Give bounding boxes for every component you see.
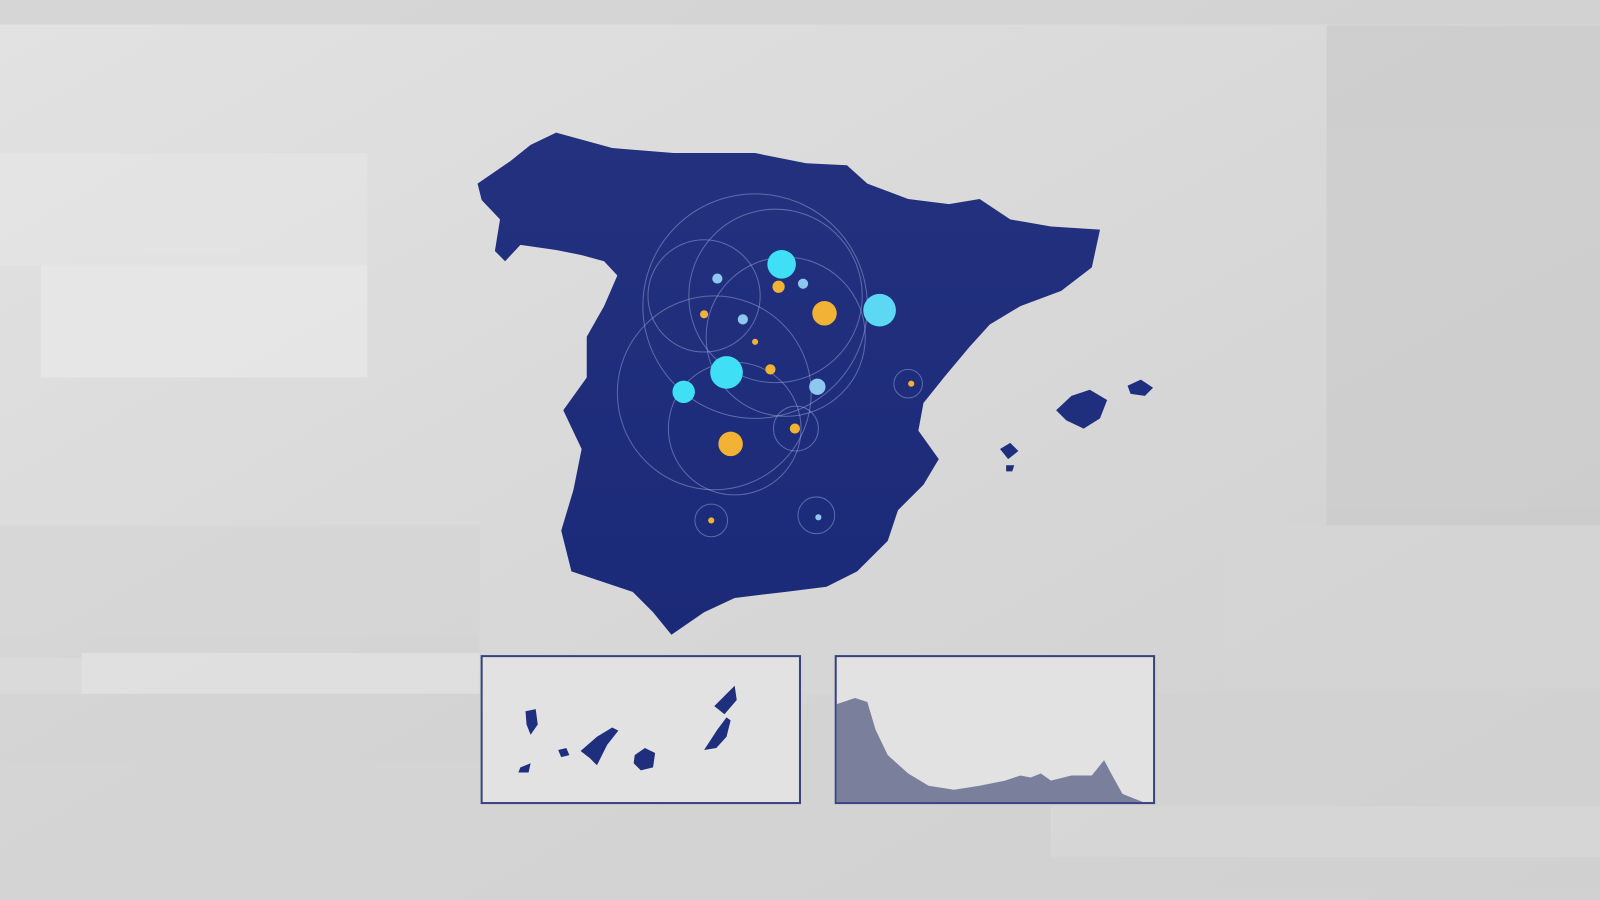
canary-islands-inset (480, 655, 802, 805)
map-markers (672, 250, 915, 524)
marker-orange (708, 517, 715, 524)
marker-light-blue (809, 378, 826, 395)
ceuta-melilla-inset (834, 655, 1156, 805)
marker-light-blue (797, 278, 809, 289)
marker-orange (765, 364, 776, 375)
marker-orange (908, 380, 915, 387)
marker-light-blue (737, 314, 748, 325)
marker-cyan (863, 293, 896, 327)
balearic-islands-map (1000, 379, 1154, 472)
marker-light-blue (815, 514, 822, 521)
marker-orange (772, 280, 785, 293)
marker-orange (812, 301, 837, 326)
marker-orange (700, 310, 709, 319)
ceuta-melilla-coast-map (836, 697, 1143, 803)
marker-orange (789, 423, 800, 434)
marker-cyan (672, 380, 695, 404)
canary-islands-map (518, 685, 737, 773)
marker-cyan (767, 250, 796, 279)
spain-peninsula-map (477, 132, 1100, 635)
marker-orange (752, 338, 759, 345)
marker-orange (718, 431, 743, 457)
marker-cyan (710, 356, 743, 389)
marker-light-blue (712, 273, 723, 284)
